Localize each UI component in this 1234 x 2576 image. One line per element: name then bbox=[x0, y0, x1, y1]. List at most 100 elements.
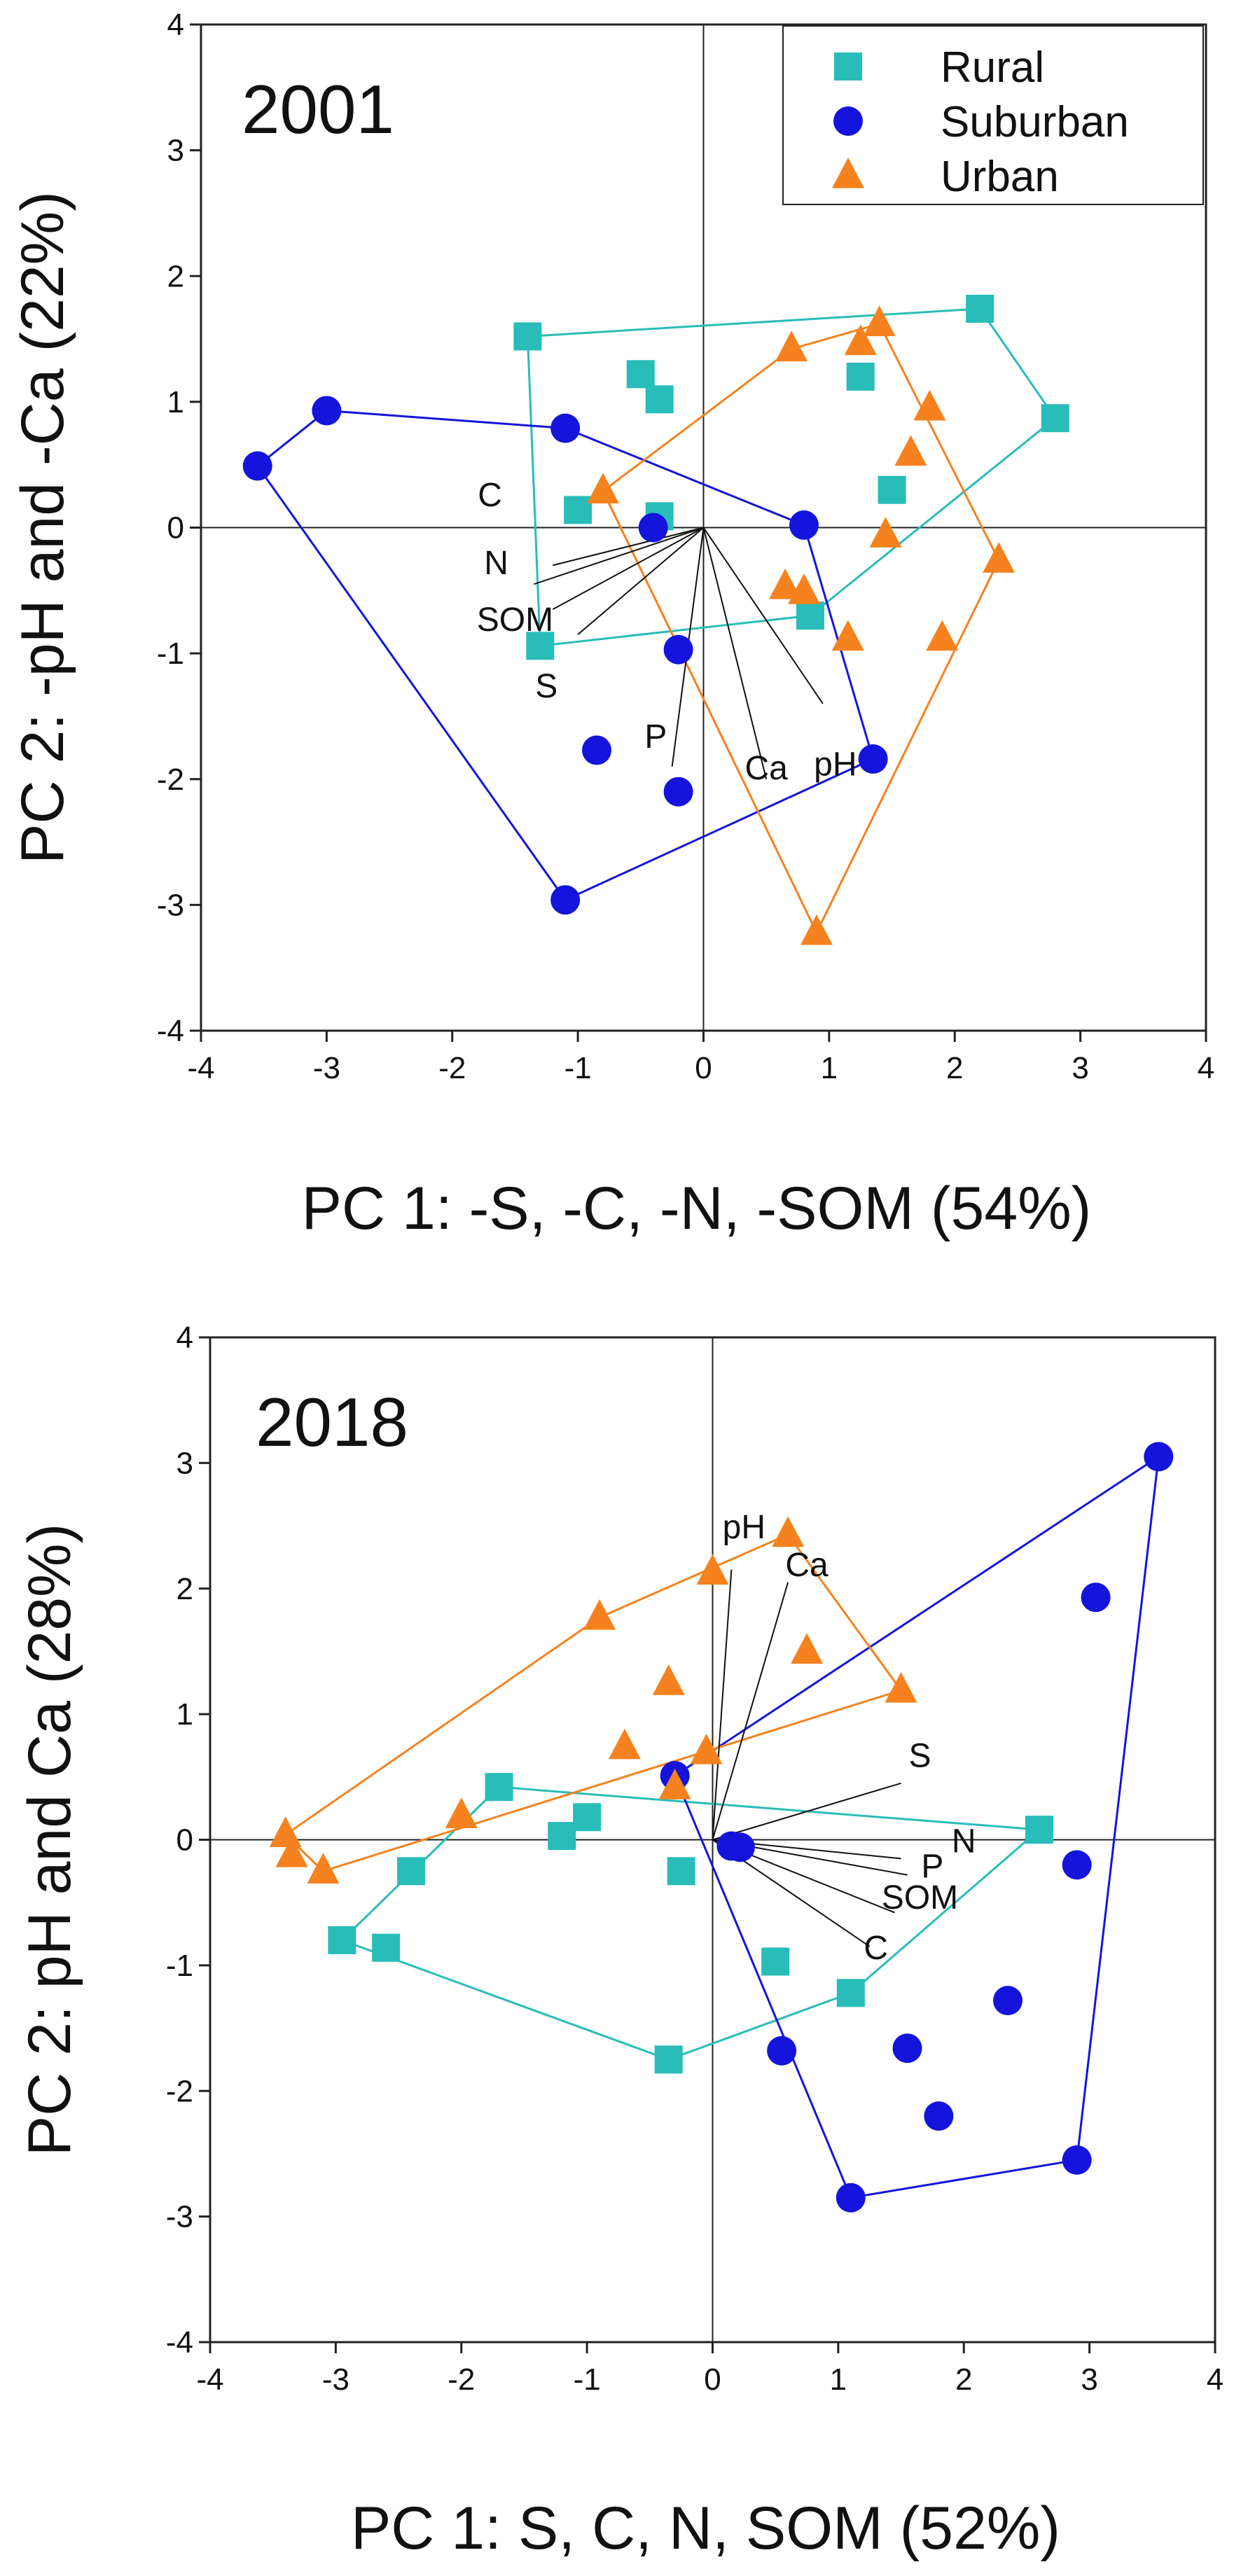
y-tick-label: 0 bbox=[176, 1823, 193, 1858]
urban-point bbox=[885, 1672, 917, 1703]
urban-hull bbox=[602, 322, 1000, 935]
legend-label-rural: Rural bbox=[941, 43, 1044, 92]
urban-point bbox=[275, 1836, 308, 1867]
urban-point bbox=[445, 1797, 478, 1829]
urban-point bbox=[869, 517, 902, 548]
x-axis-title: PC 1: S, C, N, SOM (52%) bbox=[351, 2495, 1060, 2562]
x-tick-label: 0 bbox=[704, 2362, 721, 2397]
rural-point bbox=[626, 360, 655, 389]
x-tick-label: -2 bbox=[448, 2362, 475, 2397]
suburban-point bbox=[312, 396, 342, 426]
loading-label-p: P bbox=[644, 718, 667, 756]
legend: Rural Suburban Urban bbox=[782, 25, 1204, 205]
suburban-point bbox=[1062, 1850, 1092, 1880]
urban-point bbox=[894, 435, 927, 466]
suburban-point bbox=[789, 510, 819, 540]
suburban-point bbox=[550, 413, 581, 443]
suburban-point bbox=[993, 1986, 1023, 2016]
rural-point bbox=[1041, 404, 1069, 433]
rural-point bbox=[846, 362, 875, 391]
loading-line-ca bbox=[712, 1582, 789, 1840]
urban-point bbox=[269, 1816, 302, 1847]
urban-series bbox=[269, 1516, 917, 1884]
x-tick-label: 3 bbox=[1072, 1051, 1088, 1085]
rural-series bbox=[328, 1773, 1053, 2074]
loading-label-n: N bbox=[484, 545, 508, 582]
suburban-point bbox=[858, 744, 888, 774]
y-tick-label: 4 bbox=[167, 8, 184, 42]
urban-point bbox=[926, 620, 959, 651]
y-tick-label: -2 bbox=[157, 763, 184, 797]
urban-point bbox=[788, 573, 820, 604]
urban-point bbox=[608, 1728, 641, 1760]
urban-point bbox=[769, 568, 802, 599]
y-tick-label: 4 bbox=[176, 1321, 193, 1355]
urban-series bbox=[587, 305, 1015, 945]
rural-point bbox=[397, 1857, 425, 1886]
suburban-series bbox=[660, 1442, 1174, 2213]
y-tick-label: 2 bbox=[167, 259, 184, 293]
urban-point bbox=[800, 914, 833, 945]
loading-label-ph: pH bbox=[814, 746, 857, 783]
x-tick-label: 2 bbox=[955, 2362, 972, 2397]
rural-point bbox=[564, 496, 592, 524]
loading-label-ca: Ca bbox=[785, 1547, 829, 1584]
x-tick-label: -1 bbox=[574, 2362, 601, 2397]
urban-point bbox=[587, 473, 619, 504]
rural-point bbox=[513, 322, 542, 351]
urban-point bbox=[844, 324, 877, 356]
suburban-point bbox=[638, 513, 668, 543]
year-label: 2001 bbox=[242, 71, 394, 148]
x-tick-label: -3 bbox=[322, 2362, 349, 2397]
loading-label-s: S bbox=[908, 1737, 931, 1774]
x-tick-label: -4 bbox=[196, 2362, 223, 2397]
rural-point bbox=[654, 2045, 683, 2074]
loading-line-ph bbox=[712, 1569, 733, 1840]
suburban-point bbox=[1081, 1582, 1111, 1613]
y-tick-label: 1 bbox=[167, 385, 184, 419]
urban-point bbox=[583, 1599, 616, 1630]
y-tick-label: -1 bbox=[157, 636, 184, 671]
x-tick-label: -1 bbox=[564, 1051, 592, 1085]
x-axis-title: PC 1: -S, -C, -N, -SOM (54%) bbox=[302, 1175, 1092, 1242]
rural-point bbox=[836, 1979, 865, 2007]
rural-hull bbox=[526, 307, 1057, 648]
y-tick-label: 2 bbox=[176, 1572, 193, 1606]
suburban-point bbox=[663, 634, 693, 664]
chart-panel-2001: -4 -3 -2 -1 0 1 2 3 4 4 3 2 1 0 -1 -2 -3 -4 PC 1: -S, -C, … bbox=[9, 8, 1214, 1242]
urban-point bbox=[696, 1554, 729, 1585]
suburban-point bbox=[1062, 2145, 1092, 2175]
rural-point bbox=[548, 1822, 576, 1851]
rural-hull bbox=[340, 1785, 1042, 2061]
urban-point bbox=[831, 620, 864, 651]
rural-point bbox=[645, 385, 674, 414]
y-tick-label: 3 bbox=[176, 1446, 193, 1480]
urban-point bbox=[775, 330, 808, 362]
suburban-point bbox=[242, 451, 272, 481]
suburban-hull bbox=[673, 1454, 1160, 2199]
x-tick-label: -2 bbox=[438, 1051, 466, 1085]
x-tick-label: 3 bbox=[1081, 2362, 1097, 2397]
rural-point bbox=[878, 475, 906, 504]
year-label: 2018 bbox=[256, 1384, 408, 1461]
x-tick-label: -4 bbox=[187, 1051, 214, 1085]
loading-line-ph bbox=[702, 527, 824, 704]
x-tick-label: -3 bbox=[313, 1051, 340, 1085]
loading-label-p: P bbox=[921, 1848, 943, 1885]
y-axis-title: PC 2: pH and Ca (28%) bbox=[16, 1524, 83, 2156]
suburban-point bbox=[767, 2035, 797, 2066]
suburban-hull bbox=[256, 409, 875, 902]
rural-point bbox=[667, 1857, 695, 1886]
legend-marker-suburban bbox=[833, 106, 863, 136]
y-axis-title: PC 2: -pH and -Ca (22%) bbox=[9, 191, 76, 864]
loading-label-c: C bbox=[864, 1930, 888, 1967]
x-tick-label: 1 bbox=[830, 2362, 847, 2397]
rural-point bbox=[966, 294, 994, 323]
legend-label-suburban: Suburban bbox=[941, 98, 1129, 146]
urban-point bbox=[690, 1733, 723, 1764]
urban-point bbox=[913, 389, 946, 421]
loading-line-som bbox=[552, 527, 704, 611]
y-tick-label: -4 bbox=[157, 1014, 184, 1048]
